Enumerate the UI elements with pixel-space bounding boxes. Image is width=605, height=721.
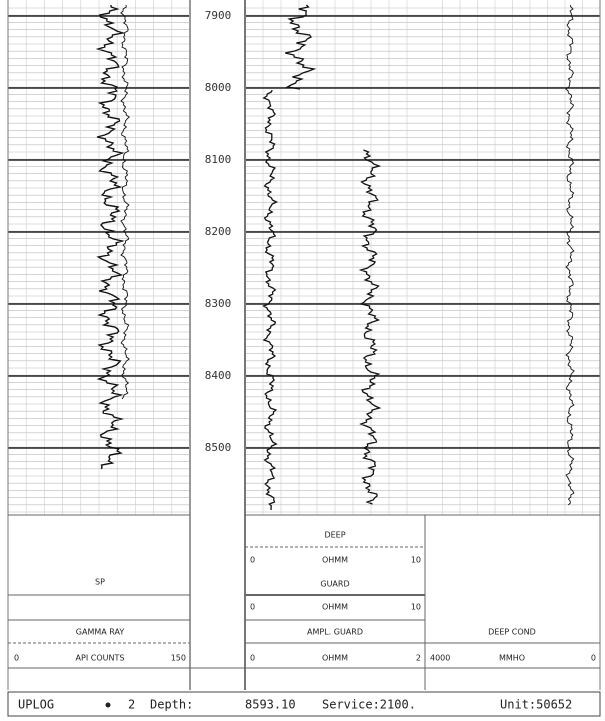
legend-label: DEEP COND xyxy=(488,628,536,637)
scale-unit: OHMM xyxy=(322,556,348,565)
scale-right: 2 xyxy=(416,654,421,663)
unit: Unit:50652 xyxy=(500,698,572,712)
bullet xyxy=(105,702,111,708)
depth-label: 8400 xyxy=(205,369,232,382)
depth-label: 8300 xyxy=(205,297,232,310)
scale-unit: MMHO xyxy=(499,654,525,663)
curves xyxy=(95,4,575,511)
log-curve xyxy=(262,89,279,511)
scale-left: 0 xyxy=(250,654,255,663)
log-curve xyxy=(285,4,317,90)
legend-label: SP xyxy=(95,578,105,587)
depth-label: 8100 xyxy=(205,153,232,166)
scale-unit: API COUNTS xyxy=(76,654,125,663)
depth: 8593.10 xyxy=(245,698,296,712)
pass: 2 xyxy=(128,698,135,712)
depth-label: Depth: xyxy=(150,698,193,712)
scale-right: 10 xyxy=(411,603,421,612)
log-curve xyxy=(95,4,126,470)
scale-left: 4000 xyxy=(430,654,450,663)
service: Service:2100. xyxy=(322,698,416,712)
scale-right: 10 xyxy=(411,556,421,565)
scale-left: 0 xyxy=(14,654,19,663)
legend-label: AMPL. GUARD xyxy=(307,628,363,637)
scale-left: 0 xyxy=(250,603,255,612)
log-curve xyxy=(120,4,130,400)
legend-label: GUARD xyxy=(320,580,349,589)
depth-label: 8200 xyxy=(205,225,232,238)
legend xyxy=(8,514,600,690)
legend-label: GAMMA RAY xyxy=(76,628,125,637)
scale-right: 150 xyxy=(171,654,186,663)
program: UPLOG xyxy=(18,698,54,712)
scale-right: 0 xyxy=(591,654,596,663)
log-curve xyxy=(565,4,575,506)
scale-left: 0 xyxy=(250,556,255,565)
scale-unit: OHMM xyxy=(322,654,348,663)
scale-unit: OHMM xyxy=(322,603,348,612)
log-curve xyxy=(358,149,382,505)
legend-label: DEEP xyxy=(324,531,345,540)
depth-label: 7900 xyxy=(205,9,232,22)
depth-label: 8500 xyxy=(205,441,232,454)
depth-label: 8000 xyxy=(205,81,232,94)
